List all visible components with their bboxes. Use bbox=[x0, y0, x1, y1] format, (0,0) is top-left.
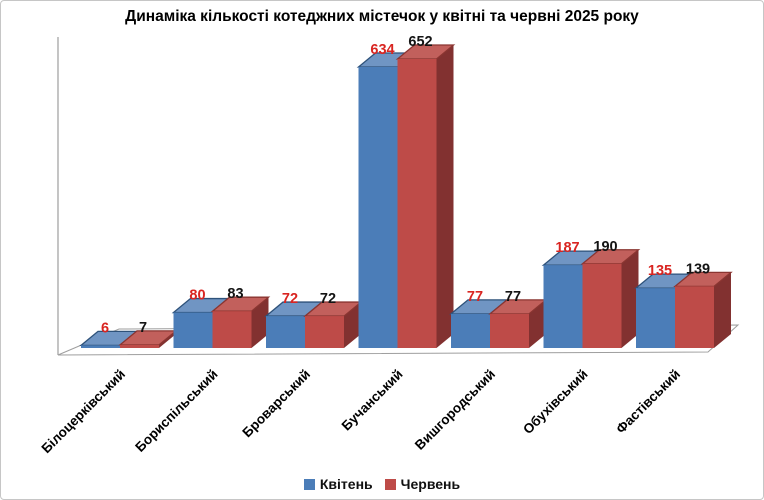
data-label: 634 bbox=[370, 42, 394, 58]
bar-side-face bbox=[621, 249, 639, 348]
data-label: 135 bbox=[648, 263, 672, 279]
legend-swatch bbox=[384, 478, 396, 490]
legend: Квітень Червень bbox=[1, 476, 763, 492]
data-label: 187 bbox=[555, 240, 579, 256]
chart-title: Динаміка кількості котеджних містечок у … bbox=[125, 8, 639, 25]
legend-label: Квітень bbox=[319, 476, 373, 492]
bar-front bbox=[675, 286, 714, 348]
data-label: 190 bbox=[593, 239, 617, 255]
category-label: Бучанський bbox=[339, 367, 406, 434]
bar-front bbox=[173, 312, 213, 348]
bar-front bbox=[120, 344, 159, 348]
data-label: 77 bbox=[505, 289, 521, 305]
bar-side-face bbox=[344, 302, 361, 348]
data-label: 83 bbox=[227, 286, 243, 302]
category-label: Білоцерківський bbox=[38, 367, 128, 457]
bar-front bbox=[305, 316, 344, 348]
bar-side-face bbox=[529, 299, 546, 348]
category-label: Обухівський bbox=[520, 367, 591, 438]
bar-front bbox=[543, 265, 583, 348]
category-label: Вишгородський bbox=[412, 367, 498, 453]
bar-front bbox=[636, 288, 675, 348]
bar-front bbox=[81, 345, 120, 348]
bar-front bbox=[266, 316, 305, 348]
bar-front bbox=[582, 263, 622, 348]
legend-item: Квітень bbox=[303, 476, 373, 492]
bar-side-face bbox=[436, 45, 454, 348]
legend-swatch bbox=[303, 478, 315, 490]
bar-side-face bbox=[251, 297, 269, 348]
legend-item: Червень bbox=[384, 476, 461, 492]
data-label: 6 bbox=[101, 320, 109, 336]
category-label: Бориспільський bbox=[132, 367, 220, 455]
category-label: Фастівський bbox=[613, 367, 683, 437]
data-label: 77 bbox=[467, 289, 483, 305]
data-label: 80 bbox=[189, 288, 205, 304]
data-label: 7 bbox=[139, 320, 147, 336]
bar-front bbox=[358, 66, 398, 349]
bar-side-face bbox=[714, 272, 731, 348]
bar-front bbox=[451, 313, 490, 348]
category-label: Броварський bbox=[239, 367, 313, 441]
bar-front bbox=[397, 59, 437, 348]
data-label: 139 bbox=[686, 261, 710, 277]
data-label: 72 bbox=[320, 291, 336, 307]
bar-front bbox=[490, 313, 529, 348]
bar-front bbox=[212, 311, 252, 348]
legend-label: Червень bbox=[400, 476, 461, 492]
data-label: 652 bbox=[408, 34, 432, 50]
data-label: 72 bbox=[282, 291, 298, 307]
